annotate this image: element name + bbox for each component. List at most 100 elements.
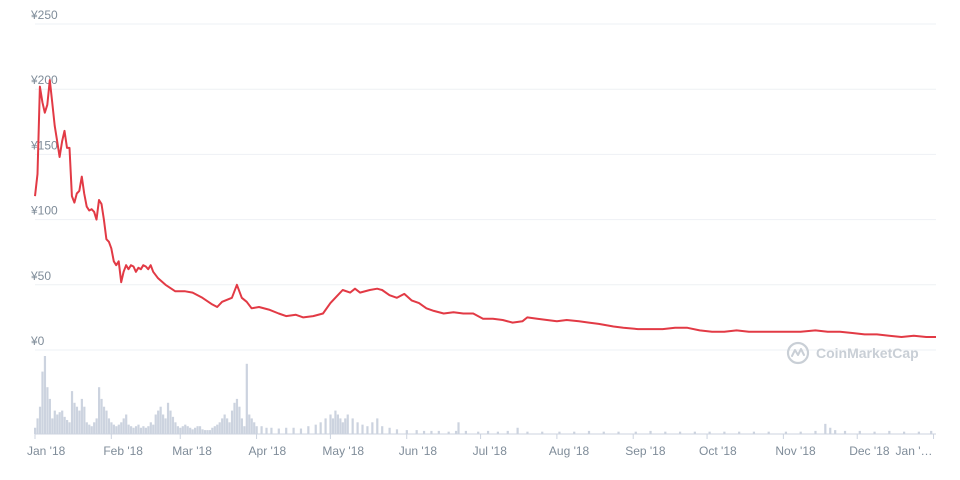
volume-bar [189,427,192,434]
volume-bar [176,426,179,434]
volume-bar [299,428,303,434]
volume-bar [127,424,130,434]
volume-bar [331,418,335,434]
volume-bar [693,431,696,434]
coinmarketcap-logo-icon [786,341,810,365]
volume-bar [223,414,226,434]
volume-bars [34,356,933,434]
volume-bar [134,426,138,434]
volume-bar [38,406,42,434]
volume-bar [53,410,56,434]
volume-bar [95,418,98,434]
volume-bar [314,424,317,434]
volume-bar [336,414,339,434]
volume-bar [110,422,113,434]
volume-bar [66,419,69,434]
volume-bar [477,431,480,434]
volume-bar [361,424,364,434]
volume-bar [90,426,93,434]
volume-bar [329,414,332,434]
volume-bar [240,418,243,434]
volume-bar [930,430,933,434]
volume-bar [858,430,861,434]
x-tick-label: Nov '18 [775,444,816,458]
volume-bar [376,418,379,434]
volume-bar [464,430,468,434]
volume-bar [873,431,876,434]
x-tick-label: Oct '18 [699,444,737,458]
volume-bar [496,431,500,434]
volume-bar [664,431,667,434]
volume-bar [248,414,251,434]
volume-bar [447,431,450,434]
volume-bar [51,418,54,434]
volume-bar [98,387,101,434]
volume-bar [752,431,756,434]
volume-bar [208,430,211,434]
volume-bar [784,431,788,434]
volume-bar [122,418,125,434]
volume-bar [144,427,147,434]
volume-bar [203,430,207,434]
volume-bar [260,426,263,434]
volume-bar [137,424,140,434]
volume-bar [196,426,199,434]
volume-bar [198,426,202,434]
volume-bar [36,418,39,434]
volume-bar [708,431,711,434]
volume-bar [351,418,354,434]
volume-bar [678,431,682,434]
volume-bar [201,429,204,434]
volume-bar [166,402,170,434]
x-tick-label: Apr '18 [249,444,287,458]
volume-bar [112,424,115,434]
x-tick-label: Feb '18 [103,444,143,458]
volume-bar [63,416,66,434]
volume-bar [83,406,86,434]
volume-bar [213,426,216,434]
volume-bar [125,414,128,434]
y-tick-label: ¥50 [30,269,51,283]
volume-bar [194,427,197,434]
volume-bar [634,431,637,434]
x-tick-label: Sep '18 [625,444,666,458]
volume-bar [341,422,344,434]
volume-bar [829,427,832,434]
volume-bar [285,427,288,434]
volume-bar [486,430,490,434]
y-tick-label: ¥0 [30,334,45,348]
volume-bar [211,427,214,434]
volume-bar [250,418,253,434]
volume-bar [344,418,347,434]
volume-bar [415,430,418,434]
volume-bar [558,431,561,434]
volume-bar [221,418,224,434]
volume-bar [334,410,337,434]
volume-bar [307,426,310,434]
watermark-text: CoinMarketCap [816,345,919,361]
volume-bar [457,422,460,434]
volume-bar [516,427,519,434]
grid-lines [35,23,936,351]
volume-bar [179,427,182,434]
x-tick-label: May '18 [322,444,364,458]
volume-bar [245,363,248,434]
volume-bar [381,426,384,434]
volume-bar [130,426,133,434]
y-axis: ¥0 ¥50 ¥100 ¥150 ¥200 ¥250 [30,8,58,348]
y-tick-label: ¥200 [30,73,58,87]
volume-bar [541,431,544,434]
volume-bar [218,422,221,434]
volume-bar [93,422,96,434]
volume-bar [105,410,108,434]
volume-bar [649,430,652,434]
volume-bar [324,418,327,434]
y-tick-label: ¥250 [30,8,58,22]
volume-bar [902,431,906,434]
volume-bar [132,427,135,434]
volume-bar [34,427,37,434]
volume-bar [292,427,295,434]
volume-bar [228,422,231,434]
volume-bar [41,371,44,434]
volume-bar [154,414,157,434]
